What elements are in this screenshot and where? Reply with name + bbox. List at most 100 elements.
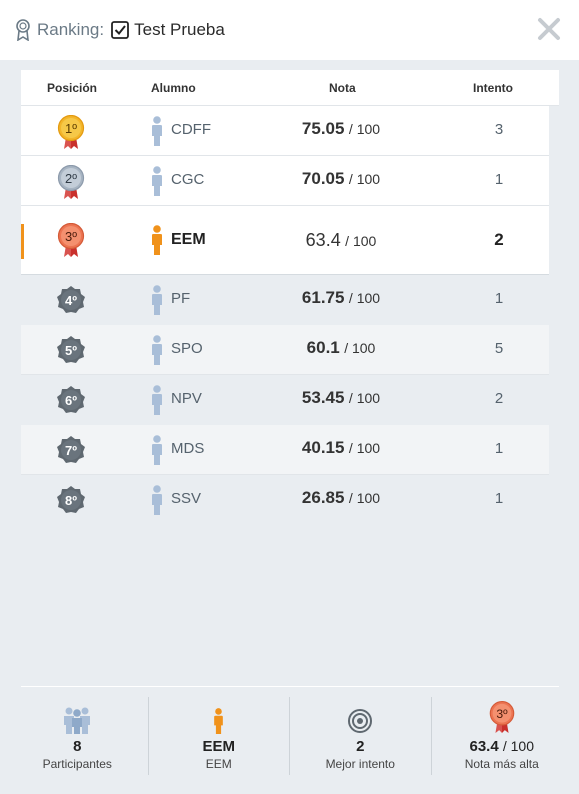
student-name: NPV [171,390,202,407]
grade-score: 61.75 [301,288,345,307]
grade-out-of: / 100 [348,490,381,506]
grade-out-of: / 100 [344,340,376,356]
person-icon [150,335,164,365]
grade: 40.15 / 100 [251,438,431,458]
table-row[interactable]: 5º SPO 60.1 / 100 5 [21,325,549,375]
person-icon [150,435,164,465]
student-name: CDFF [171,121,211,138]
ranking-header: Ranking: Test Prueba [0,0,579,60]
bronze-medal-icon: 3º [55,223,87,257]
column-header-student[interactable]: Alumno [151,81,196,95]
highest-grade-out-of: / 100 [502,738,534,754]
student-name: CGC [171,171,205,188]
group-icon [7,702,148,734]
person-orange-icon [149,702,290,734]
ranking-summary: 8 Participantes EEM EEM 2 Mejor intento [7,697,572,775]
table-row[interactable]: 4º PF 61.75 / 100 1 [21,275,549,325]
stat-best-attempt: 2 Mejor intento [289,697,431,775]
quiz-title: Test Prueba [134,20,225,39]
medal-position: 2º [65,171,77,186]
participants-label: Participantes [42,757,112,771]
medal-position: 4º [65,293,77,308]
attempt-count: 3 [494,121,504,138]
column-header-grade[interactable]: Nota [329,81,356,95]
attempt-count: 1 [494,171,504,188]
grade-out-of: / 100 [345,233,377,249]
person-icon [150,116,164,146]
ranking-table-header: Posición Alumno Nota Intento [21,70,559,106]
grade: 53.45 / 100 [251,388,431,408]
ranking-label: Ranking: [37,20,105,39]
grade: 26.85 / 100 [251,488,431,508]
grade-out-of: / 100 [348,290,381,306]
person-orange-icon [150,225,164,255]
attempt-count: 5 [494,340,504,357]
student-name: PF [171,290,191,307]
attempt-count: 1 [494,290,504,307]
medal-position: 1º [65,121,77,136]
attempt-count: 2 [494,230,504,249]
gear-badge-icon: 4º [55,284,87,318]
table-row[interactable]: 1º CDFF 75.05 / 100 3 [21,106,549,156]
column-header-position[interactable]: Posición [47,81,98,95]
gold-medal-icon: 1º [55,115,87,149]
grade-out-of: / 100 [348,390,381,406]
student-name: SSV [171,490,202,507]
student-value: EEM [202,738,235,755]
checkbox-checked-icon [111,21,130,39]
grade-out-of: / 100 [348,121,381,137]
table-row[interactable]: 8º SSV 26.85 / 100 1 [21,475,549,525]
ranking-table-body: 1º CDFF 75.05 / 100 3 2º CGC 70.05 / 100… [21,106,559,525]
grade-out-of: / 100 [348,171,381,187]
grade-score: 75.05 [301,119,345,138]
grade: 61.75 / 100 [251,288,431,308]
gear-badge-icon: 5º [55,334,87,368]
stat-highest-grade: 3º 63.4 / 100 Nota más alta [430,697,573,775]
best-attempt-label: Mejor intento [325,757,395,771]
medal-position: 6º [65,393,77,408]
person-icon [150,485,164,515]
student-name: SPO [171,340,203,357]
attempt-count: 1 [494,440,504,457]
grade-out-of: / 100 [348,440,381,456]
medal-position: 8º [65,493,77,508]
attempt-count: 1 [494,490,504,507]
highest-grade-label: Nota más alta [464,757,539,771]
medal-position: 3º [496,707,508,721]
table-row-current-user[interactable]: 3º EEM 63.4 / 100 2 [21,206,549,275]
table-row[interactable]: 7º MDS 40.15 / 100 1 [21,425,549,475]
person-icon [150,285,164,315]
stat-participants: 8 Participantes [7,697,148,775]
highest-grade-score: 63.4 [469,738,499,755]
current-user-indicator [21,224,24,259]
best-attempt-value: 2 [356,738,365,755]
attempt-count: 2 [494,390,504,407]
close-icon[interactable] [537,17,561,41]
grade: 70.05 / 100 [251,169,431,189]
medal-position: 3º [65,229,77,244]
grade-score: 63.4 [305,230,341,250]
gear-badge-icon: 6º [55,384,87,418]
grade-score: 60.1 [306,338,340,357]
column-header-attempt[interactable]: Intento [473,81,513,95]
student-name: EEM [171,231,206,248]
person-icon [150,166,164,196]
target-icon [290,702,431,734]
highest-grade-value: 63.4 / 100 [432,738,573,755]
medal-position: 5º [65,343,77,358]
grade-score: 53.45 [301,388,345,407]
award-ribbon-icon [14,19,32,42]
grade-score: 26.85 [301,488,345,507]
student-name: MDS [171,440,205,457]
student-label: EEM [205,757,232,771]
table-row[interactable]: 6º NPV 53.45 / 100 2 [21,375,549,425]
grade: 63.4 / 100 [251,230,431,251]
bronze-medal-icon: 3º [432,700,573,734]
silver-medal-icon: 2º [55,165,87,199]
participants-count: 8 [73,738,82,755]
person-icon [150,385,164,415]
grade: 75.05 / 100 [251,119,431,139]
table-row[interactable]: 2º CGC 70.05 / 100 1 [21,156,549,206]
footer-divider [21,686,559,687]
gear-badge-icon: 8º [55,484,87,518]
